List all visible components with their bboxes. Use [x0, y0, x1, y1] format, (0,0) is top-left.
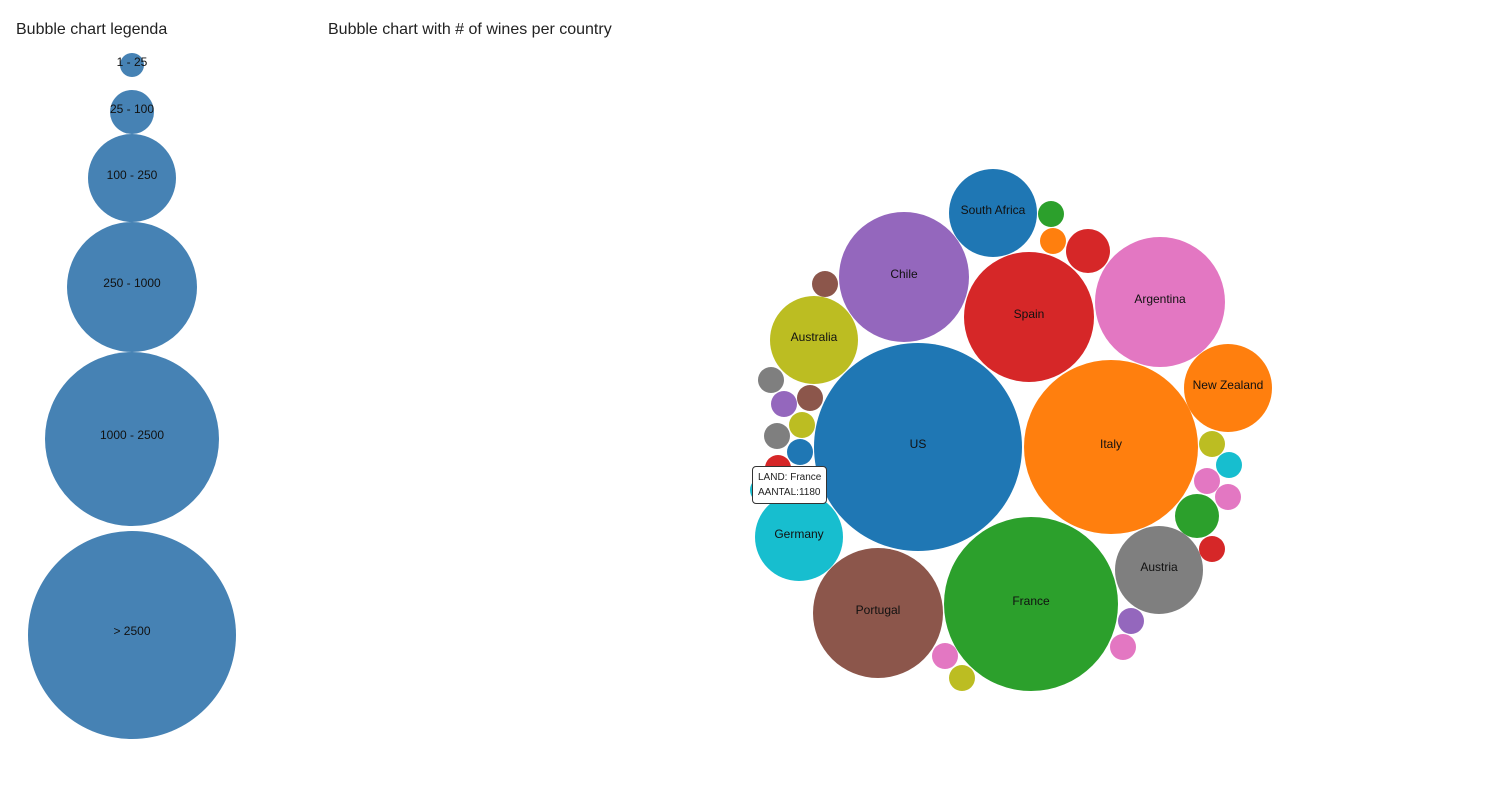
- country-bubble-small[interactable]: [787, 439, 813, 465]
- tooltip-land: LAND: France: [758, 472, 822, 483]
- country-bubble[interactable]: [770, 296, 858, 384]
- legend-bubble: [67, 222, 197, 352]
- country-bubble[interactable]: [755, 493, 843, 581]
- country-bubble-small[interactable]: [932, 643, 958, 669]
- country-bubble[interactable]: [944, 517, 1118, 691]
- country-label: France: [1012, 594, 1050, 608]
- country-label: Italy: [1100, 437, 1122, 451]
- country-bubble[interactable]: [1115, 526, 1203, 614]
- country-bubble-small[interactable]: [758, 367, 784, 393]
- country-bubble-small[interactable]: [812, 271, 838, 297]
- country-bubble-small[interactable]: [1175, 494, 1219, 538]
- country-bubble-small[interactable]: [1194, 468, 1220, 494]
- country-bubble-small[interactable]: [1199, 431, 1225, 457]
- country-bubble-small[interactable]: [1199, 536, 1225, 562]
- legend-label: 25 - 100: [110, 102, 154, 116]
- country-bubble[interactable]: [1095, 237, 1225, 367]
- legend-label: 1 - 25: [117, 55, 148, 69]
- country-bubble[interactable]: [1184, 344, 1272, 432]
- country-bubble-small[interactable]: [949, 665, 975, 691]
- country-bubble[interactable]: [814, 343, 1022, 551]
- country-bubble-small[interactable]: [1110, 634, 1136, 660]
- legend-label: 1000 - 2500: [100, 428, 164, 442]
- legend-bubble: [110, 90, 154, 134]
- country-bubble[interactable]: [964, 252, 1094, 382]
- country-label: Austria: [1140, 560, 1178, 574]
- legend-bubble: [120, 53, 144, 77]
- country-bubble-small[interactable]: [1215, 484, 1241, 510]
- tooltip: LAND: France AANTAL:1180: [752, 466, 828, 504]
- legend-bubble: [45, 352, 219, 526]
- country-bubble-small[interactable]: [1040, 228, 1066, 254]
- country-label: South Africa: [961, 203, 1026, 217]
- country-bubble[interactable]: [813, 548, 943, 678]
- country-bubble[interactable]: [1024, 360, 1198, 534]
- country-label: Spain: [1014, 307, 1045, 321]
- legend-bubble: [88, 134, 176, 222]
- country-bubble[interactable]: [949, 169, 1037, 257]
- legend-bubble: [28, 531, 236, 739]
- legend-title: Bubble chart legenda: [16, 21, 168, 38]
- country-label: Australia: [791, 330, 838, 344]
- country-bubble-small[interactable]: [797, 385, 823, 411]
- country-bubble-small[interactable]: [789, 412, 815, 438]
- legend-label: > 2500: [113, 624, 150, 638]
- country-label: US: [910, 437, 927, 451]
- country-label: Chile: [890, 267, 918, 281]
- chart-title: Bubble chart with # of wines per country: [328, 21, 612, 38]
- country-bubble-small[interactable]: [1066, 229, 1110, 273]
- country-bubble-small[interactable]: [764, 423, 790, 449]
- tooltip-aantal: AANTAL:1180: [758, 487, 821, 498]
- country-bubble-small[interactable]: [1118, 608, 1144, 634]
- country-bubble-small[interactable]: [1216, 452, 1242, 478]
- legend-label: 250 - 1000: [103, 276, 161, 290]
- country-bubble-small[interactable]: [771, 391, 797, 417]
- country-bubble[interactable]: [839, 212, 969, 342]
- country-label: New Zealand: [1193, 378, 1264, 392]
- country-label: Argentina: [1134, 292, 1186, 306]
- country-bubble-small[interactable]: [1038, 201, 1064, 227]
- legend-label: 100 - 250: [107, 168, 158, 182]
- country-label: Portugal: [856, 603, 901, 617]
- country-label: Germany: [774, 527, 823, 541]
